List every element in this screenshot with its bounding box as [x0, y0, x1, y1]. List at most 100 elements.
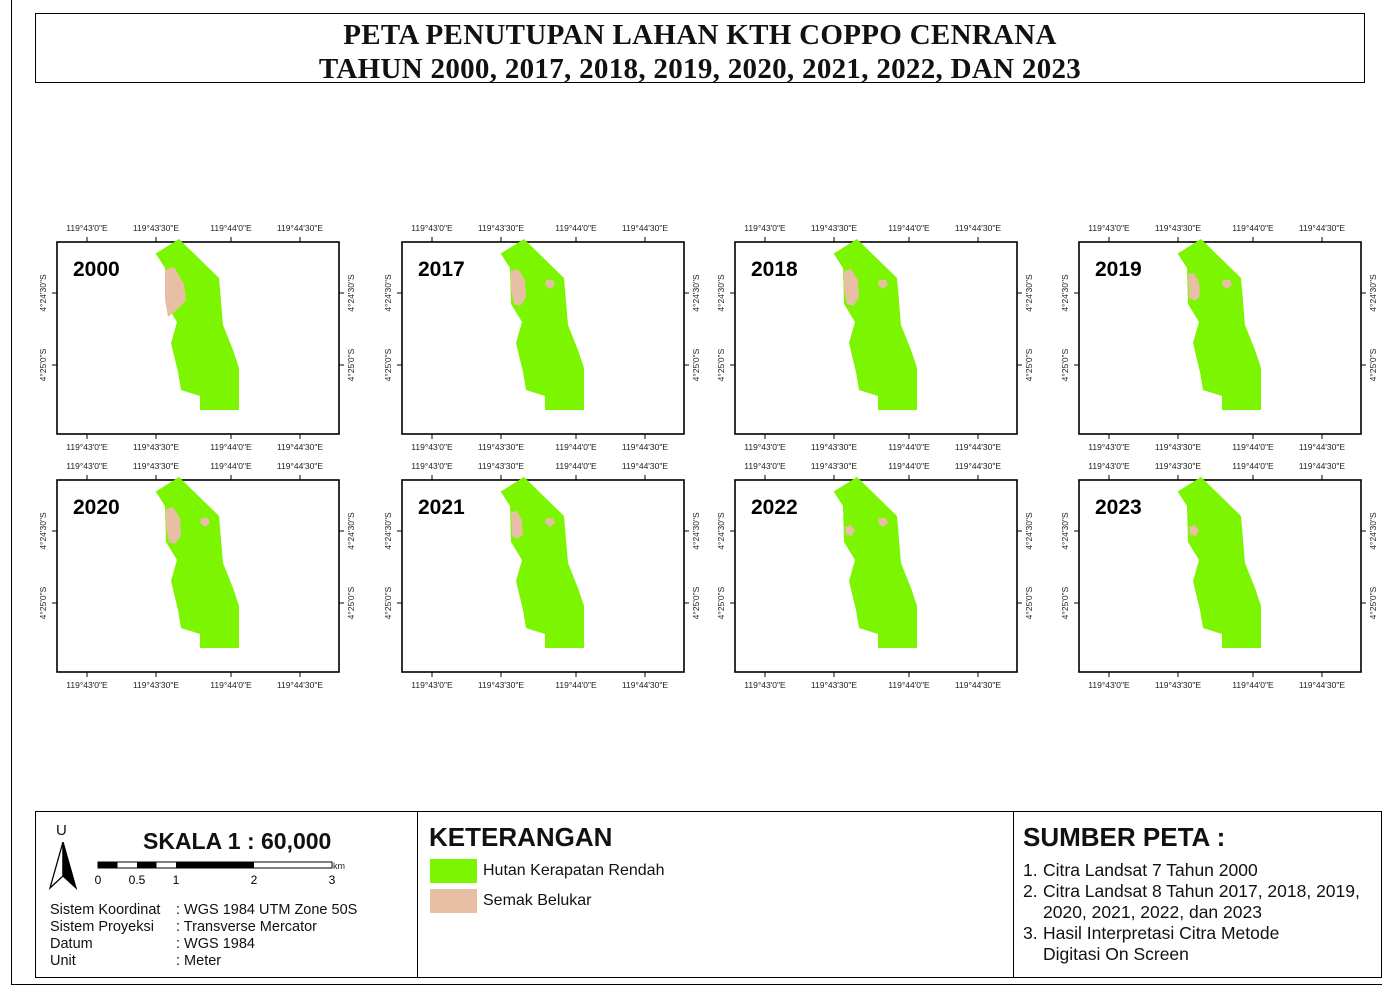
lat-label-right: 4°24'30"S [346, 274, 356, 312]
lon-label-bottom: 119°44'0"E [888, 442, 930, 452]
lon-label-top: 119°44'0"E [555, 461, 597, 471]
north-label: U [56, 822, 67, 839]
title-box: PETA PENUTUPAN LAHAN KTH COPPO CENRANA T… [35, 13, 1365, 85]
coord-value: : Transverse Mercator [176, 919, 318, 935]
lat-label-left: 4°24'30"S [1060, 512, 1070, 550]
lat-label-left: 4°25'0"S [716, 348, 726, 381]
lon-label-top: 119°43'30"E [478, 223, 524, 233]
lat-label-left: 4°24'30"S [1060, 274, 1070, 312]
source-heading: SUMBER PETA : [1023, 822, 1226, 852]
lon-label-top: 119°43'30"E [133, 223, 179, 233]
source-line: Citra Landsat 8 Tahun 2017, 2018, 2019, [1043, 881, 1360, 901]
lon-label-top: 119°44'30"E [622, 461, 668, 471]
source-line: Digitasi On Screen [1043, 944, 1189, 964]
legend-heading: KETERANGAN [429, 822, 613, 852]
lon-label-top: 119°43'30"E [478, 461, 524, 471]
map-panel-svg: 119°43'0"E 119°43'0"E 119°43'30"E 119°43'30… [383, 461, 701, 690]
lon-label-top: 119°44'0"E [888, 461, 930, 471]
lon-label-top: 119°44'30"E [277, 461, 323, 471]
map-panel-svg: 119°43'0"E 119°43'0"E 119°43'30"E 119°43'30… [716, 223, 1034, 452]
legend-label: Hutan Kerapatan Rendah [483, 862, 665, 879]
map-panel-2018: 119°43'0"E 119°43'0"E 119°43'30"E 119°43'30… [711, 220, 1051, 452]
map-year-label: 2000 [73, 258, 120, 281]
lon-label-bottom: 119°43'30"E [478, 680, 524, 690]
shrub-area [845, 525, 855, 536]
lon-label-bottom: 119°43'30"E [133, 680, 179, 690]
lon-label-top: 119°43'0"E [411, 461, 453, 471]
legend-cell: KETERANGAN Hutan Kerapatan Rendah Semak … [417, 812, 1014, 977]
coord-key: Sistem Koordinat [50, 902, 161, 918]
coord-key: Sistem Proyeksi [50, 919, 154, 935]
coord-value: : WGS 1984 [176, 936, 255, 952]
lon-label-top: 119°44'30"E [1299, 223, 1345, 233]
lon-label-top: 119°43'30"E [133, 461, 179, 471]
coord-row: Unit: Meter [50, 953, 357, 970]
lon-label-top: 119°43'0"E [744, 461, 786, 471]
lon-label-top: 119°43'0"E [1088, 461, 1130, 471]
lon-label-top: 119°43'0"E [411, 223, 453, 233]
map-title-line1: PETA PENUTUPAN LAHAN KTH COPPO CENRANA [343, 19, 1057, 51]
scale-bar: km 0 0.5 1 2 3 [95, 861, 345, 887]
map-panel-2017: 119°43'0"E 119°43'0"E 119°43'30"E 119°43'30… [378, 220, 718, 452]
source-num: 1. [1023, 860, 1038, 880]
map-title-line2: TAHUN 2000, 2017, 2018, 2019, 2020, 2021… [318, 53, 1082, 85]
scale-unit: km [333, 861, 345, 871]
lat-label-right: 4°24'30"S [1024, 274, 1034, 312]
lat-label-right: 4°24'30"S [1368, 512, 1378, 550]
source-num: 3. [1023, 923, 1038, 943]
legend-item-semak: Semak Belukar [430, 889, 592, 913]
lat-label-left: 4°24'30"S [383, 512, 393, 550]
shrub-area [165, 267, 186, 317]
lon-label-top: 119°44'0"E [210, 461, 252, 471]
lon-label-top: 119°44'0"E [1232, 461, 1274, 471]
lon-label-bottom: 119°43'30"E [478, 442, 524, 452]
coord-row: Datum: WGS 1984 [50, 936, 357, 953]
lon-label-bottom: 119°44'0"E [555, 680, 597, 690]
north-arrow-icon [48, 842, 78, 891]
lat-label-right: 4°24'30"S [346, 512, 356, 550]
forest-area [1177, 477, 1261, 648]
map-year-label: 2020 [73, 496, 120, 519]
lon-label-bottom: 119°43'30"E [811, 442, 857, 452]
lon-label-top: 119°43'0"E [744, 223, 786, 233]
lat-label-right: 4°24'30"S [691, 512, 701, 550]
map-year-label: 2018 [751, 258, 798, 281]
source-num: 2. [1023, 881, 1038, 901]
lat-label-right: 4°25'0"S [1024, 586, 1034, 619]
coord-row: Sistem Proyeksi : Transverse Mercator [50, 919, 357, 936]
lon-label-top: 119°43'0"E [1088, 223, 1130, 233]
lon-label-top: 119°43'0"E [66, 461, 108, 471]
shrub-patch [878, 280, 888, 289]
lon-label-top: 119°44'30"E [277, 223, 323, 233]
lat-label-left: 4°24'30"S [383, 274, 393, 312]
lon-label-bottom: 119°44'0"E [1232, 680, 1274, 690]
lon-label-top: 119°43'0"E [66, 223, 108, 233]
lon-label-bottom: 119°43'0"E [1088, 680, 1130, 690]
lon-label-top: 119°44'0"E [555, 223, 597, 233]
source-line: 2020, 2021, 2022, dan 2023 [1043, 902, 1262, 922]
lon-label-top: 119°43'30"E [1155, 223, 1201, 233]
lat-label-right: 4°25'0"S [1368, 586, 1378, 619]
info-box: U SKALA 1 : 60,000 km 0 0.5 1 2 3 Sistem… [35, 811, 1382, 978]
lon-label-bottom: 119°43'0"E [66, 442, 108, 452]
coord-key: Unit [50, 953, 76, 969]
lat-label-left: 4°25'0"S [1060, 348, 1070, 381]
lon-label-bottom: 119°44'30"E [622, 680, 668, 690]
lat-label-left: 4°25'0"S [383, 586, 393, 619]
lon-label-bottom: 119°44'0"E [1232, 442, 1274, 452]
shrub-area [166, 507, 181, 544]
lat-label-left: 4°25'0"S [1060, 586, 1070, 619]
lon-label-bottom: 119°44'30"E [1299, 680, 1345, 690]
map-panel-2021: 119°43'0"E 119°43'0"E 119°43'30"E 119°43'30… [378, 458, 718, 690]
lat-label-left: 4°24'30"S [716, 274, 726, 312]
map-panel-2020: 119°43'0"E 119°43'0"E 119°43'30"E 119°43'30… [33, 458, 373, 690]
scale-tick-label: 1 [173, 873, 180, 887]
coord-value: : WGS 1984 UTM Zone 50S [176, 902, 358, 918]
lat-label-left: 4°25'0"S [38, 586, 48, 619]
lon-label-bottom: 119°43'0"E [744, 442, 786, 452]
source-item: 1. Citra Landsat 7 Tahun 2000 [1023, 860, 1360, 881]
lon-label-bottom: 119°43'30"E [1155, 680, 1201, 690]
shrub-area [844, 269, 859, 306]
lon-label-top: 119°44'30"E [955, 223, 1001, 233]
map-panel-svg: 119°43'0"E 119°43'0"E 119°43'30"E 119°43'30… [1060, 461, 1378, 690]
